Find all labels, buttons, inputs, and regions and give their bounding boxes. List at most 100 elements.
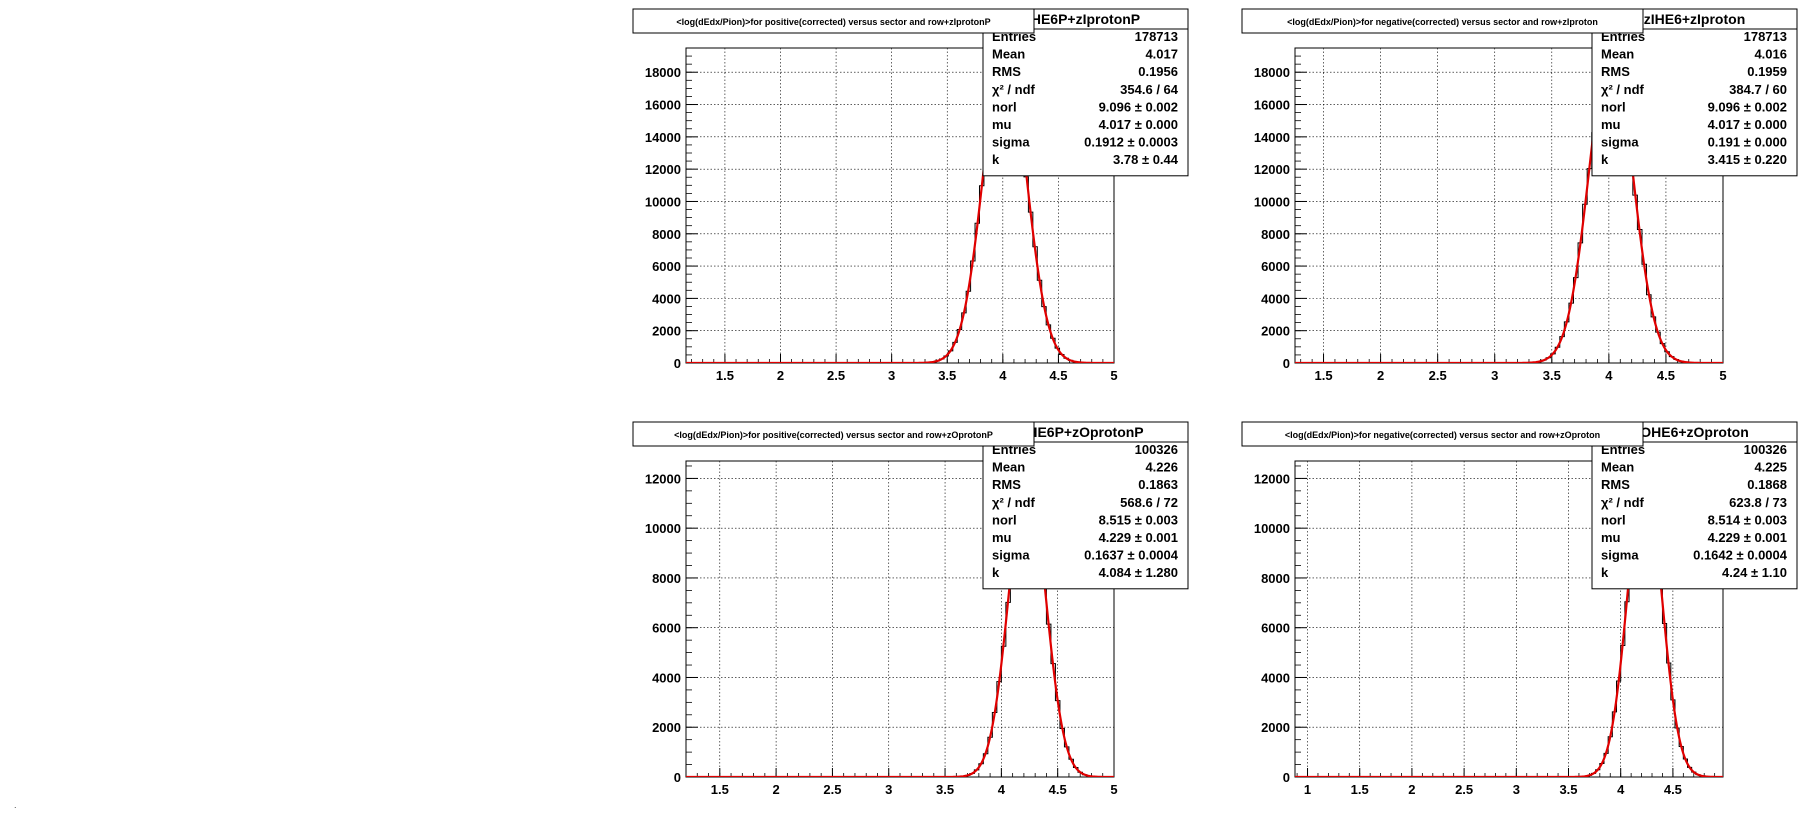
histogram-name: OHE6+zOproton [1640, 424, 1749, 440]
stat-label: k [1601, 565, 1609, 580]
stat-value: 9.096 ± 0.002 [1708, 99, 1787, 114]
y-tick-label: 10000 [1254, 194, 1290, 209]
stat-label: χ² / ndf [992, 495, 1036, 510]
stats-box [1591, 8, 1798, 177]
histogram-bars [1295, 49, 1723, 363]
y-tick-label: 12000 [645, 471, 681, 486]
fit-curve [1295, 48, 1723, 363]
x-tick-label: 4 [1605, 368, 1613, 383]
stat-value: 3.78 ± 0.44 [1113, 152, 1179, 167]
histogram-pad-4: 1 1.5 2 2.5 3 3.5 4 4.5 0 2000 4000 6000 8000 10000 12… [1241, 421, 1798, 797]
stat-value: 0.191 ± 0.000 [1708, 135, 1787, 150]
stat-value: 0.1956 [1138, 64, 1178, 79]
stat-value: 100326 [1135, 442, 1178, 457]
y-tick-label: 2000 [652, 324, 681, 339]
stat-label: sigma [1601, 548, 1639, 563]
stats-box [982, 8, 1189, 177]
stat-value: 9.096 ± 0.002 [1099, 99, 1178, 114]
x-tick-label: 2 [777, 368, 784, 383]
stat-value: 0.1868 [1747, 477, 1787, 492]
chart-title-front: <log(dEdx/Pion)>for negative(corrected) … [1285, 430, 1600, 440]
x-tick-label: 1.5 [711, 782, 729, 797]
y-tick-label: 0 [674, 356, 681, 371]
x-tick-label: 4 [999, 368, 1007, 383]
stat-value: 8.515 ± 0.003 [1099, 512, 1178, 527]
corner-mark: . [14, 800, 17, 810]
x-tick-label: 3.5 [1543, 368, 1561, 383]
stat-label: norl [1601, 99, 1626, 114]
chart-title-front: <log(dEdx/Pion)>for positive(corrected) … [674, 430, 993, 440]
x-tick-label: 3 [885, 782, 892, 797]
y-tick-label: 12000 [1254, 162, 1290, 177]
y-tick-label: 8000 [652, 227, 681, 242]
y-tick-label: 10000 [645, 521, 681, 536]
stat-label: Mean [1601, 460, 1634, 475]
histogram-name: HE6P+zIprotonP [1031, 11, 1140, 27]
histogram-name: HE6P+zOprotonP [1027, 424, 1143, 440]
stat-label: k [1601, 152, 1609, 167]
x-tick-label: 4 [998, 782, 1006, 797]
x-tick-label: 1.5 [1314, 368, 1332, 383]
y-tick-label: 8000 [1261, 571, 1290, 586]
y-tick-label: 12000 [1254, 471, 1290, 486]
y-tick-label: 10000 [1254, 521, 1290, 536]
stat-label: sigma [1601, 135, 1639, 150]
x-tick-label: 3 [1491, 368, 1498, 383]
y-tick-label: 6000 [652, 259, 681, 274]
x-tick-label: 2 [1408, 782, 1415, 797]
stat-label: mu [992, 117, 1012, 132]
y-tick-label: 4000 [1261, 291, 1290, 306]
y-tick-label: 0 [1283, 356, 1290, 371]
stat-label: χ² / ndf [992, 82, 1036, 97]
title-box-front [1241, 421, 1644, 447]
title-box-front [632, 8, 1035, 34]
chart-title-front: <log(dEdx/Pion)>for positive(corrected) … [676, 17, 990, 27]
x-tick-label: 2.5 [823, 782, 841, 797]
y-tick-label: 2000 [1261, 324, 1290, 339]
stat-label: norl [992, 512, 1017, 527]
stat-value: 8.514 ± 0.003 [1708, 512, 1787, 527]
x-tick-label: 4.5 [1657, 368, 1675, 383]
stat-value: 4.017 ± 0.000 [1099, 117, 1178, 132]
chart-title-front: <log(dEdx/Pion)>for negative(corrected) … [1287, 17, 1598, 27]
stat-label: norl [1601, 512, 1626, 527]
x-tick-label: 5 [1719, 368, 1726, 383]
y-tick-label: 2000 [652, 720, 681, 735]
stats-box [982, 421, 1189, 590]
stat-label: mu [1601, 117, 1621, 132]
x-tick-label: 3 [888, 368, 895, 383]
x-tick-label: 3.5 [1559, 782, 1577, 797]
x-tick-label: 4 [1617, 782, 1625, 797]
y-tick-label: 0 [674, 770, 681, 785]
x-tick-label: 2 [772, 782, 779, 797]
stat-value: 568.6 / 72 [1120, 495, 1178, 510]
stat-value: 4.017 [1145, 47, 1178, 62]
stat-label: sigma [992, 135, 1030, 150]
y-tick-label: 6000 [1261, 259, 1290, 274]
stat-value: 100326 [1744, 442, 1787, 457]
x-tick-label: 4.5 [1049, 368, 1067, 383]
title-box-front [1241, 8, 1644, 34]
stat-value: 4.016 [1754, 47, 1787, 62]
histogram-pad-2: 1.5 2 2.5 3 3.5 4 4.5 5 0 2000 4000 6000 8000 10000 12… [1241, 8, 1798, 383]
histogram-pad-1: 1.5 2 2.5 3 3.5 4 4.5 5 0 2000 4000 6000 8000 10000 12… [632, 8, 1189, 383]
stat-value: 4.229 ± 0.001 [1708, 530, 1787, 545]
y-tick-label: 6000 [652, 621, 681, 636]
stat-value: 0.1912 ± 0.0003 [1084, 135, 1178, 150]
stat-value: 178713 [1744, 29, 1787, 44]
title-box-front [632, 421, 1035, 447]
stat-label: χ² / ndf [1601, 495, 1645, 510]
stat-label: RMS [1601, 477, 1630, 492]
histogram-pad-3: 1.5 2 2.5 3 3.5 4 4.5 5 0 2000 4000 6000 8000 10000 12… [632, 421, 1189, 797]
y-tick-label: 2000 [1261, 720, 1290, 735]
y-tick-label: 18000 [645, 65, 681, 80]
stat-value: 4.24 ± 1.10 [1722, 565, 1787, 580]
y-tick-label: 0 [1283, 770, 1290, 785]
y-tick-label: 6000 [1261, 621, 1290, 636]
x-tick-label: 2.5 [1429, 368, 1447, 383]
y-tick-label: 14000 [1254, 130, 1290, 145]
histogram-name: zIHE6+zIproton [1644, 11, 1746, 27]
stat-value: 4.229 ± 0.001 [1099, 530, 1178, 545]
x-tick-label: 3 [1513, 782, 1520, 797]
x-tick-label: 4.5 [1664, 782, 1682, 797]
